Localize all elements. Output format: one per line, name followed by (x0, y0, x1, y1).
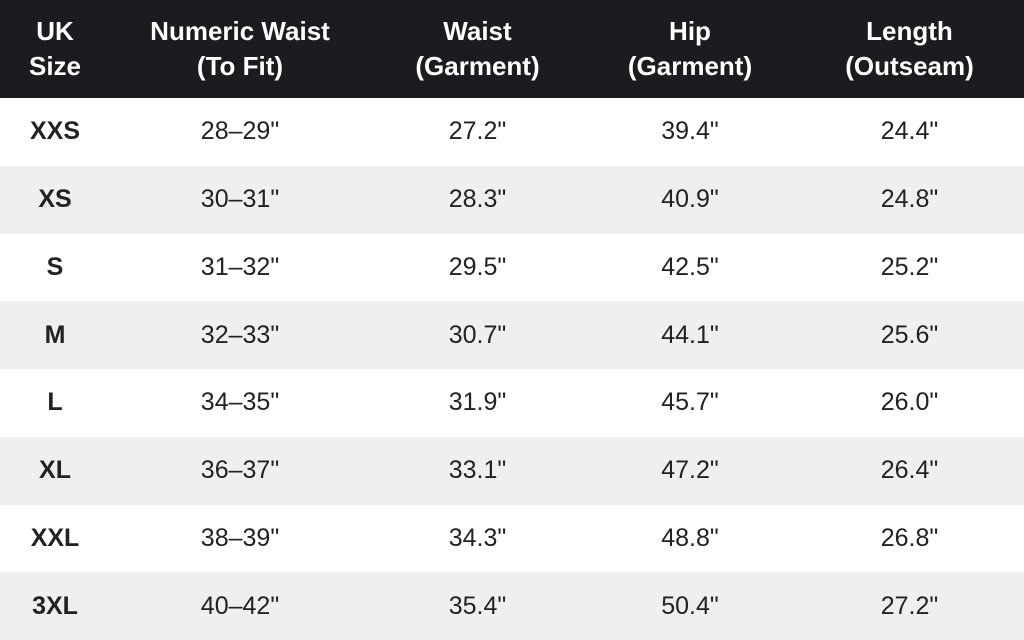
value-cell: 45.7" (661, 388, 719, 417)
header-cell: Numeric Waist (To Fit) (110, 0, 370, 98)
header-text: UK (36, 16, 74, 46)
header-text: (To Fit) (196, 51, 284, 81)
size-cell: XXS (29, 117, 81, 146)
header-cell: UK Size (0, 0, 110, 98)
value-cell: 24.8" (795, 165, 1024, 234)
table-row: XS 30–31" 28.3" 40.9" 24.8" (0, 165, 1024, 234)
value-cell: 44.1" (585, 301, 795, 369)
value-cell: 40–42" (110, 572, 370, 640)
size-cell: XL (0, 436, 110, 505)
value-cell: 39.4" (661, 117, 719, 146)
size-cell: L (47, 388, 63, 417)
value-cell: 28.3" (370, 165, 585, 234)
header-row: UK Size Numeric Waist (To Fit) Waist (Garment… (0, 0, 1024, 98)
value-cell: 26.8" (880, 523, 939, 552)
value-cell: 31–32" (200, 252, 280, 281)
value-cell: 25.6" (795, 301, 1024, 369)
table-row: XXL 38–39" 34.3" 48.8" 26.8" (0, 505, 1024, 573)
value-cell: 30–31" (110, 165, 370, 234)
value-cell: 24.4" (880, 117, 939, 146)
value-cell: 31.9" (448, 388, 507, 417)
value-cell: 27.2" (795, 572, 1024, 640)
value-cell: 25.2" (880, 252, 939, 281)
table-row: M 32–33" 30.7" 44.1" 25.6" (0, 301, 1024, 369)
size-cell: M (0, 301, 110, 369)
header-cell: Hip (Garment) (585, 0, 795, 98)
value-cell: 26.0" (880, 388, 939, 417)
table-row: 3XL 40–42" 35.4" 50.4" 27.2" (0, 572, 1024, 640)
value-cell: 32–33" (110, 301, 370, 369)
header-text: Hip (669, 16, 711, 46)
value-cell: 30.7" (370, 301, 585, 369)
value-cell: 33.1" (370, 436, 585, 505)
value-cell: 42.5" (661, 252, 719, 281)
header-cell: Waist (Garment) (370, 0, 585, 98)
header-text: (Garment) (627, 51, 753, 81)
size-cell: 3XL (0, 572, 110, 640)
value-cell: 28–29" (200, 117, 280, 146)
header-text: Size (28, 51, 82, 81)
value-cell: 38–39" (200, 523, 280, 552)
table-body: XXS 28–29" 27.2" 39.4" 24.4" XS 30–31" 28.3" 40.… (0, 98, 1024, 640)
value-cell: 35.4" (370, 572, 585, 640)
header-text: (Garment) (415, 51, 540, 81)
header-text: Numeric Waist (150, 16, 330, 46)
value-cell: 29.5" (448, 252, 507, 281)
value-cell: 26.4" (795, 436, 1024, 505)
value-cell: 40.9" (585, 165, 795, 234)
value-cell: 34.3" (448, 523, 507, 552)
table-row: XXS 28–29" 27.2" 39.4" 24.4" (0, 98, 1024, 166)
header-text: Waist (443, 16, 512, 46)
header-text: Length (866, 16, 953, 46)
value-cell: 47.2" (585, 436, 795, 505)
size-cell: XXL (30, 523, 80, 552)
table-header: UK Size Numeric Waist (To Fit) Waist (Garment… (0, 0, 1024, 98)
table-row: XL 36–37" 33.1" 47.2" 26.4" (0, 436, 1024, 505)
value-cell: 48.8" (661, 523, 719, 552)
value-cell: 36–37" (110, 436, 370, 505)
value-cell: 27.2" (448, 117, 507, 146)
header-cell: Length (Outseam) (795, 0, 1024, 98)
value-cell: 34–35" (200, 388, 280, 417)
table-row: S 31–32" 29.5" 42.5" 25.2" (0, 234, 1024, 302)
value-cell: 50.4" (585, 572, 795, 640)
table-row: L 34–35" 31.9" 45.7" 26.0" (0, 369, 1024, 437)
size-cell: XS (0, 165, 110, 234)
size-cell: S (46, 252, 64, 281)
header-text: (Outseam) (845, 51, 974, 81)
